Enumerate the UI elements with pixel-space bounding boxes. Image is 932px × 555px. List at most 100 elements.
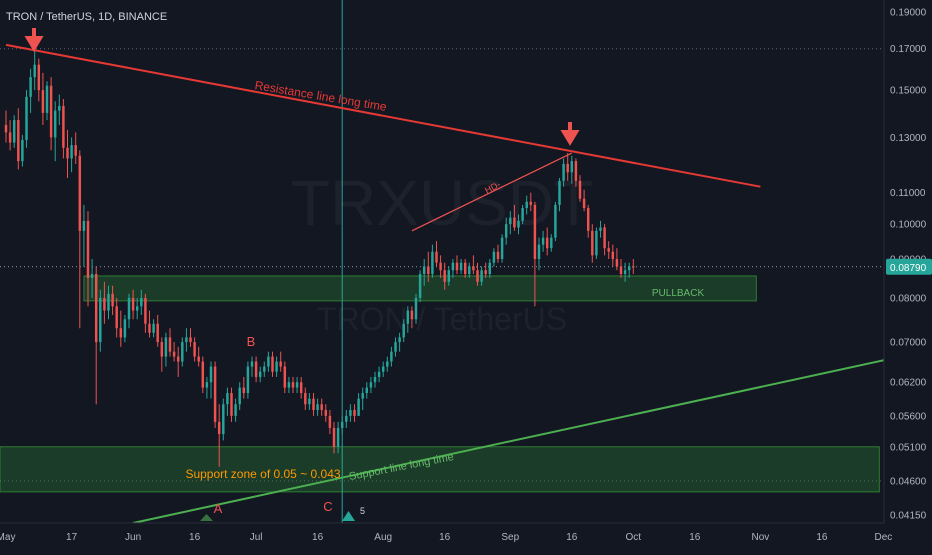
candle xyxy=(439,255,442,278)
candle-body xyxy=(586,208,590,231)
candle-body xyxy=(386,361,389,367)
resistance-line[interactable] xyxy=(5,43,761,188)
candle-body xyxy=(304,393,307,405)
support-zone-zone[interactable] xyxy=(0,446,880,493)
candle xyxy=(324,404,328,422)
x-tick-label: Dec xyxy=(875,532,893,543)
candle xyxy=(119,310,123,347)
candle xyxy=(8,120,12,151)
candle xyxy=(513,204,516,231)
candle-body xyxy=(99,297,102,343)
time-axis-panel[interactable] xyxy=(0,523,932,550)
candle xyxy=(632,259,635,275)
candle-body xyxy=(4,124,8,133)
candle xyxy=(340,415,344,435)
x-tick-label: Jun xyxy=(125,532,141,543)
candle xyxy=(361,387,364,411)
x-tick-label: May xyxy=(0,532,15,543)
candle-body xyxy=(49,85,53,138)
candle-body xyxy=(70,145,73,159)
candle xyxy=(70,137,73,173)
candle-body xyxy=(320,404,323,411)
wave-b-label: B xyxy=(247,334,256,349)
hd-line[interactable] xyxy=(411,152,573,232)
candle-body xyxy=(361,393,364,399)
candle xyxy=(541,230,545,252)
candle xyxy=(627,262,631,278)
candle xyxy=(164,332,168,367)
candle xyxy=(504,217,508,245)
candle-body xyxy=(119,328,123,338)
candle-body xyxy=(279,361,282,367)
x-tick-label: 16 xyxy=(566,532,578,543)
candle-body xyxy=(222,404,225,435)
candle xyxy=(463,259,467,278)
candle xyxy=(349,404,352,422)
candle xyxy=(299,376,303,399)
candle-body xyxy=(431,251,434,275)
candle-body xyxy=(345,415,348,422)
candle-body xyxy=(152,323,155,333)
candle-body xyxy=(336,427,340,447)
candle-body xyxy=(291,382,295,388)
candle-body xyxy=(611,251,615,260)
x-tick-label: 16 xyxy=(439,532,451,543)
x-tick-label: 16 xyxy=(312,532,324,543)
candle xyxy=(550,234,553,252)
candle xyxy=(517,214,520,235)
candle xyxy=(246,361,250,399)
candle-body xyxy=(41,90,45,113)
candle xyxy=(422,259,426,286)
candle xyxy=(37,58,41,102)
candle-body xyxy=(312,398,315,411)
candle xyxy=(574,158,578,187)
candle-body xyxy=(201,361,205,388)
candle-body xyxy=(500,237,504,260)
candle xyxy=(586,204,590,238)
x-tick-label: Sep xyxy=(501,532,519,543)
candle-body xyxy=(176,356,180,362)
candle xyxy=(90,259,94,298)
candle xyxy=(205,376,209,399)
candle-body xyxy=(58,105,61,111)
candle-body xyxy=(451,262,455,271)
candle xyxy=(476,262,479,286)
candle xyxy=(595,227,598,260)
candle xyxy=(373,371,377,388)
candle-body xyxy=(332,427,336,447)
candle-body xyxy=(390,351,393,362)
candle xyxy=(291,376,295,394)
candle-body xyxy=(86,220,90,278)
event-marker-icon[interactable] xyxy=(342,511,355,521)
candle-body xyxy=(53,110,57,138)
candle-body xyxy=(603,227,606,249)
candle-body xyxy=(308,398,311,405)
candle xyxy=(62,99,65,159)
candle xyxy=(135,297,139,320)
y-tick-label: 0.05600 xyxy=(890,411,927,422)
candle-body xyxy=(427,266,430,275)
candle-body xyxy=(439,262,442,271)
candle xyxy=(230,387,233,422)
candle xyxy=(390,346,393,367)
y-tick-label: 0.05100 xyxy=(890,442,927,453)
candle-body xyxy=(537,244,541,260)
candle-body xyxy=(402,323,405,338)
candle xyxy=(320,398,323,416)
candle xyxy=(611,244,615,267)
candle-body xyxy=(550,237,553,249)
candle-body xyxy=(496,251,500,260)
support-line[interactable] xyxy=(132,333,932,524)
watermark-name: TRON / TetherUS xyxy=(317,301,567,337)
candle xyxy=(78,150,82,329)
candle xyxy=(345,410,348,428)
candle xyxy=(492,248,496,267)
price-axis-panel[interactable] xyxy=(884,0,932,550)
candle-body xyxy=(90,274,94,278)
candle xyxy=(222,398,225,441)
candle-body xyxy=(131,297,135,311)
candle xyxy=(533,201,537,307)
